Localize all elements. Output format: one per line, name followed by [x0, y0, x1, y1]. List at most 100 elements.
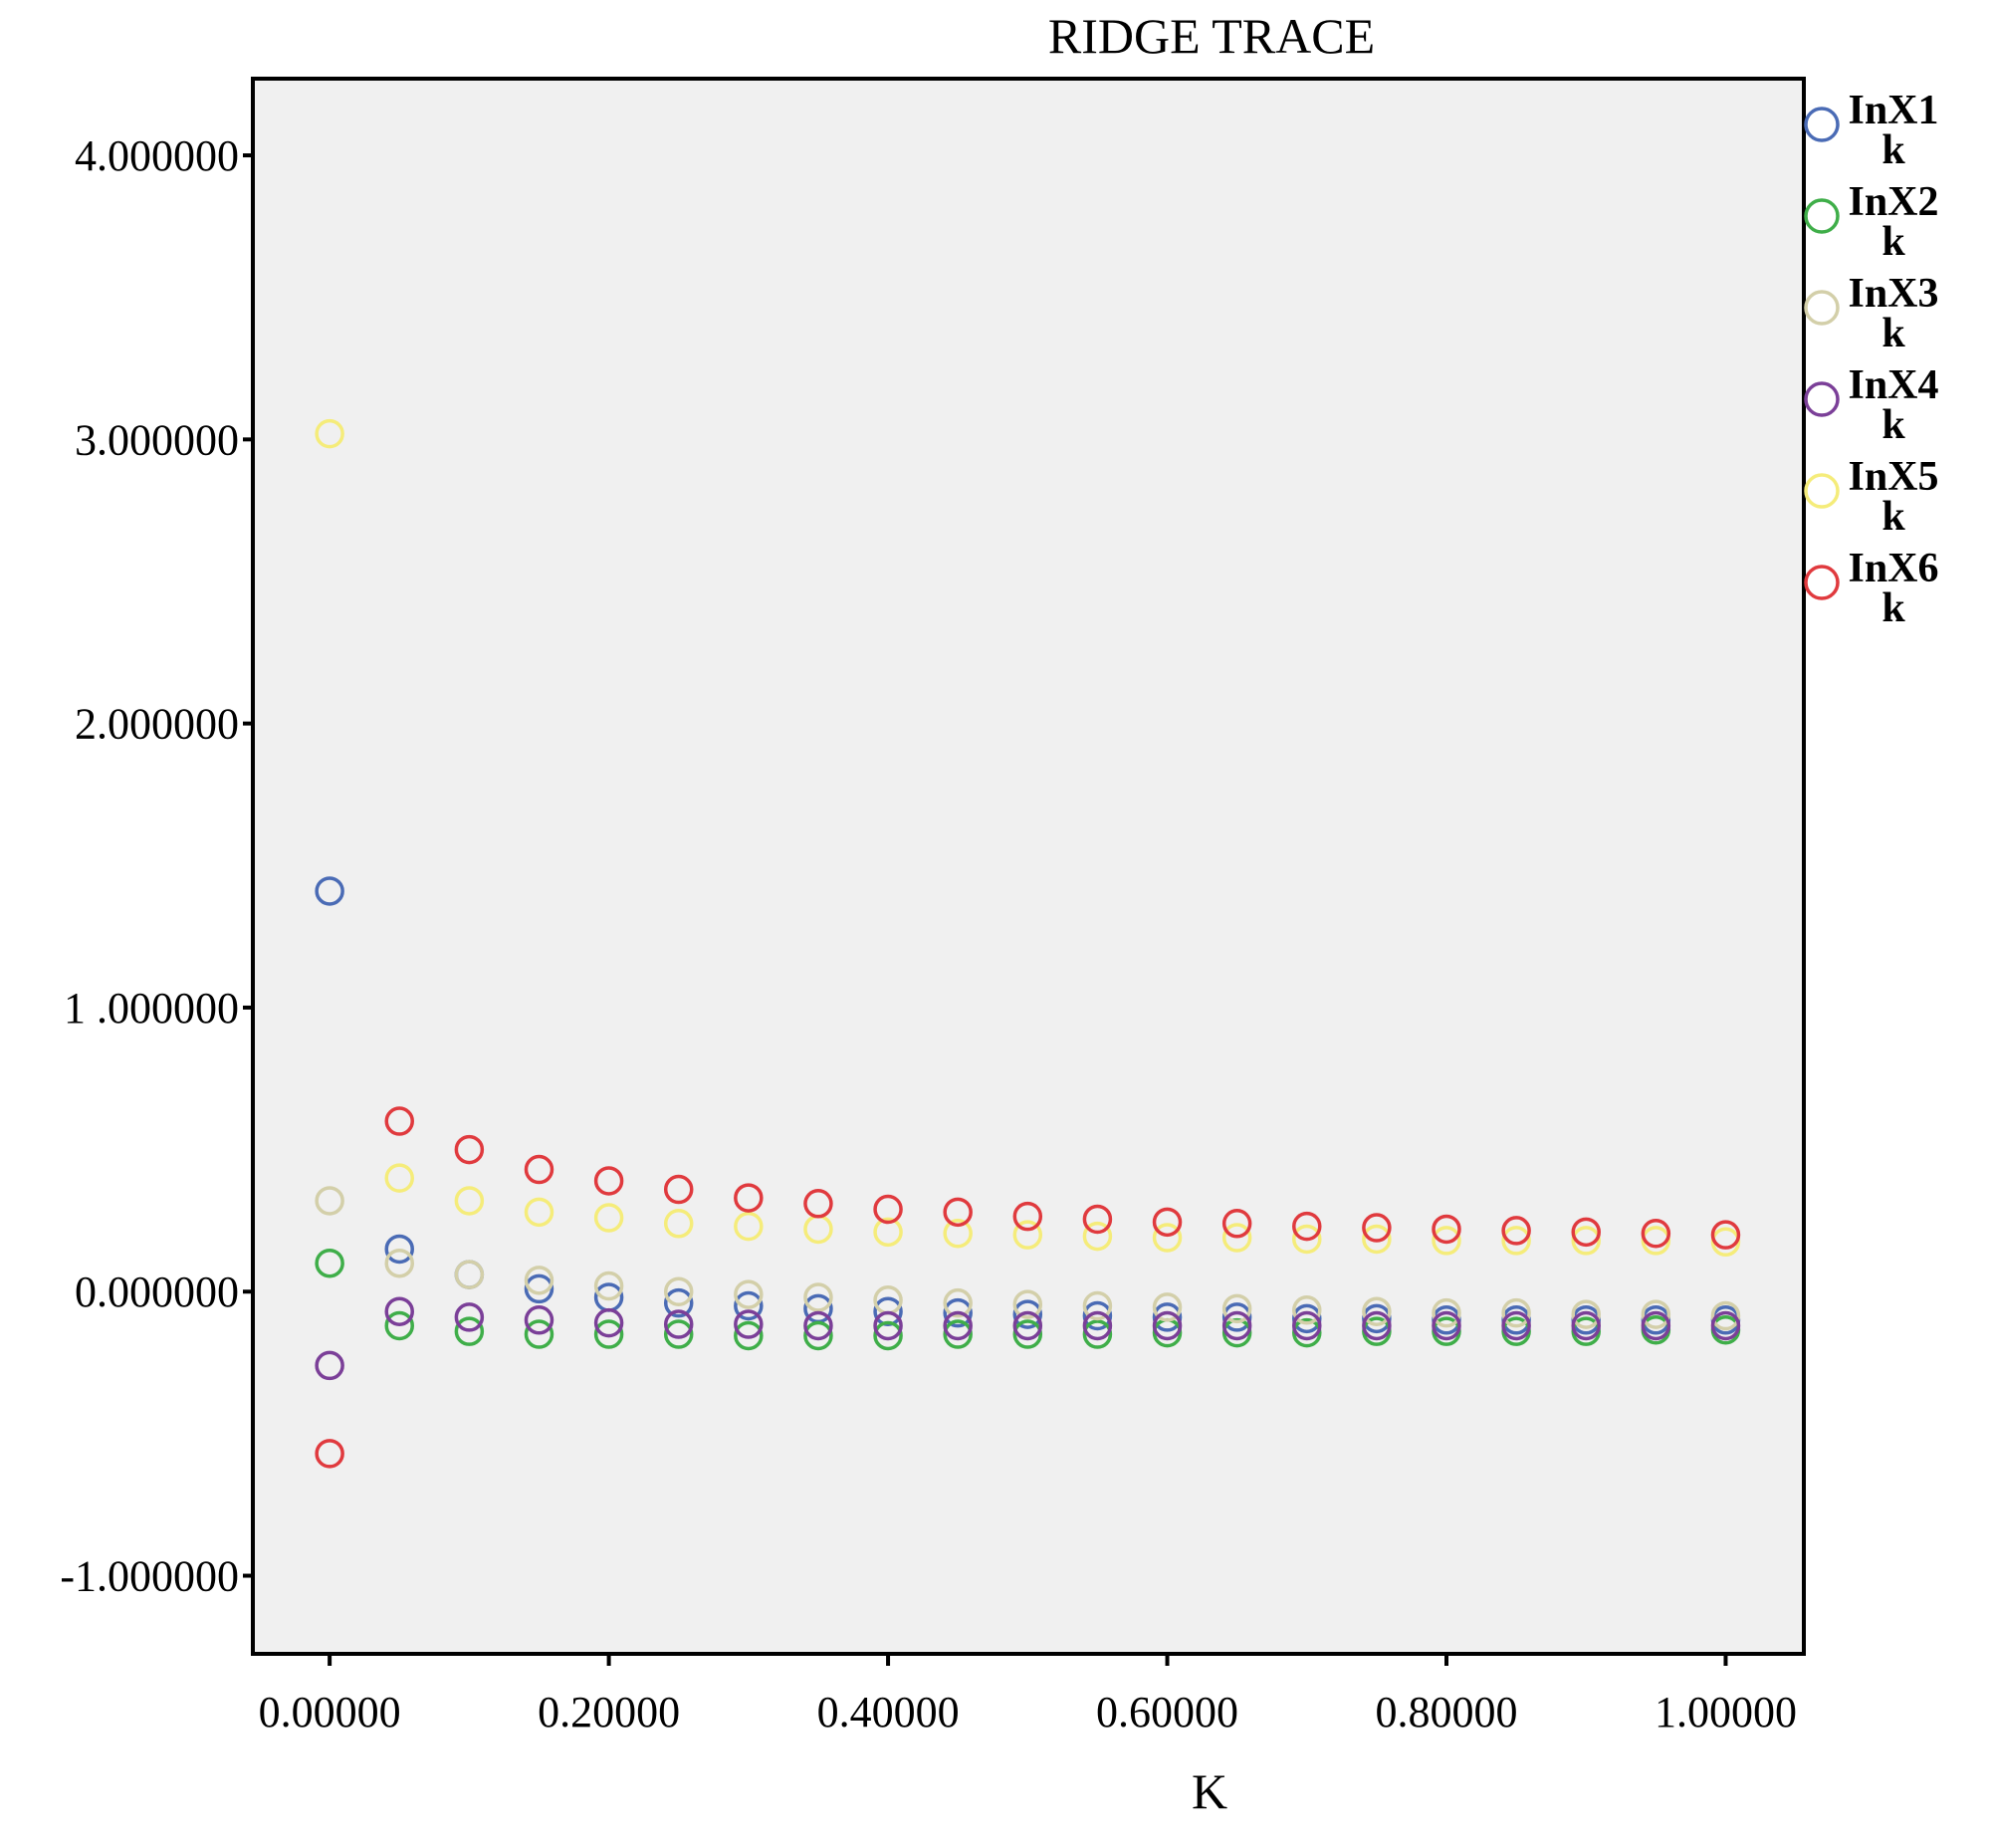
data-point [663, 1276, 694, 1306]
data-point [1082, 1221, 1113, 1252]
data-point [943, 1287, 973, 1318]
data-point [524, 1197, 554, 1228]
data-point [1362, 1310, 1392, 1341]
data-point [734, 1183, 764, 1213]
data-point [1082, 1204, 1113, 1235]
legend-label: InX4 [1848, 362, 1938, 408]
legend-label: InX1 [1848, 88, 1938, 133]
data-point [1152, 1223, 1183, 1253]
data-point [1221, 1293, 1252, 1324]
data-point [873, 1310, 903, 1341]
legend-label: InX2 [1848, 179, 1938, 225]
data-point [1432, 1214, 1461, 1245]
data-point [943, 1297, 973, 1328]
data-point [1152, 1292, 1183, 1322]
y-tick-label: 1 .000000 [64, 984, 239, 1033]
data-point [454, 1260, 485, 1289]
x-tick-label: 0.20000 [538, 1688, 680, 1736]
legend-label: InX6 [1848, 546, 1938, 591]
data-point [1710, 1220, 1741, 1250]
data-point [943, 1219, 973, 1249]
data-point [1710, 1300, 1741, 1331]
data-point [315, 1186, 344, 1216]
data-point [1012, 1299, 1043, 1329]
data-point [734, 1211, 764, 1242]
y-tick-label: 4.000000 [75, 131, 239, 180]
legend-sublabel: k [1881, 311, 1905, 356]
data-point [384, 1163, 414, 1193]
data-point [1501, 1297, 1531, 1328]
data-point [1292, 1224, 1322, 1255]
data-point [1432, 1297, 1461, 1328]
data-point [1710, 1310, 1741, 1341]
data-point [454, 1302, 485, 1332]
data-point [803, 1189, 833, 1219]
data-point [1221, 1223, 1252, 1253]
data-point [1432, 1310, 1461, 1341]
data-point [873, 1217, 903, 1248]
x-axis: 0.00000 0.20000 0.40000 0.60000 0.80000 1.000… [259, 1654, 1797, 1736]
data-point [1501, 1226, 1531, 1256]
series-InX3-points [315, 1186, 1741, 1331]
legend-label: InX3 [1848, 271, 1938, 317]
x-tick-label: 0.40000 [817, 1688, 960, 1736]
data-point [593, 1166, 624, 1196]
data-point [1571, 1217, 1601, 1248]
data-point [1292, 1295, 1322, 1325]
data-point [384, 1310, 414, 1341]
data-point [384, 1296, 414, 1326]
data-point [524, 1319, 554, 1349]
data-point [593, 1203, 624, 1233]
y-axis: -1.000000 0.000000 1 .000000 2.000000 3.0000… [60, 131, 253, 1601]
data-point [873, 1320, 903, 1351]
legend-marker [1804, 198, 1840, 234]
data-point [1012, 1220, 1043, 1250]
data-point [1571, 1299, 1601, 1329]
data-point [454, 1134, 485, 1165]
data-point [1501, 1216, 1531, 1246]
series-InX4-points [315, 1296, 1741, 1381]
data-point [1082, 1290, 1113, 1321]
data-point [1641, 1299, 1671, 1329]
data-point [803, 1282, 833, 1312]
data-point [663, 1287, 694, 1318]
data-point [524, 1154, 554, 1185]
data-point [1362, 1224, 1392, 1255]
data-point [873, 1194, 903, 1225]
data-point [1221, 1302, 1252, 1332]
data-point [384, 1234, 414, 1265]
data-point [1012, 1201, 1043, 1232]
data-point [315, 876, 344, 906]
data-point [734, 1309, 764, 1339]
data-point [1292, 1310, 1322, 1341]
data-point [1571, 1310, 1601, 1341]
data-point [315, 1248, 344, 1278]
data-point [1082, 1310, 1113, 1341]
data-point [663, 1309, 694, 1339]
x-tick-label: 0.60000 [1096, 1688, 1238, 1736]
data-point [1152, 1302, 1183, 1332]
data-point [593, 1319, 624, 1349]
data-point [524, 1273, 554, 1304]
legend-sublabel: k [1881, 585, 1905, 631]
chart-title: RIDGE TRACE [1048, 8, 1375, 64]
data-point [454, 1186, 485, 1216]
legend-sublabel: k [1881, 219, 1905, 265]
legend-marker [1804, 107, 1840, 142]
data-point [1292, 1211, 1322, 1242]
series-InX5-points [315, 418, 1741, 1258]
data-point [1082, 1319, 1113, 1349]
data-point [1571, 1226, 1601, 1256]
data-point [1710, 1227, 1741, 1258]
data-point [1012, 1319, 1043, 1349]
data-point [593, 1270, 624, 1301]
data-point [384, 1106, 414, 1136]
data-point [315, 1350, 344, 1381]
data-point [1641, 1226, 1671, 1256]
